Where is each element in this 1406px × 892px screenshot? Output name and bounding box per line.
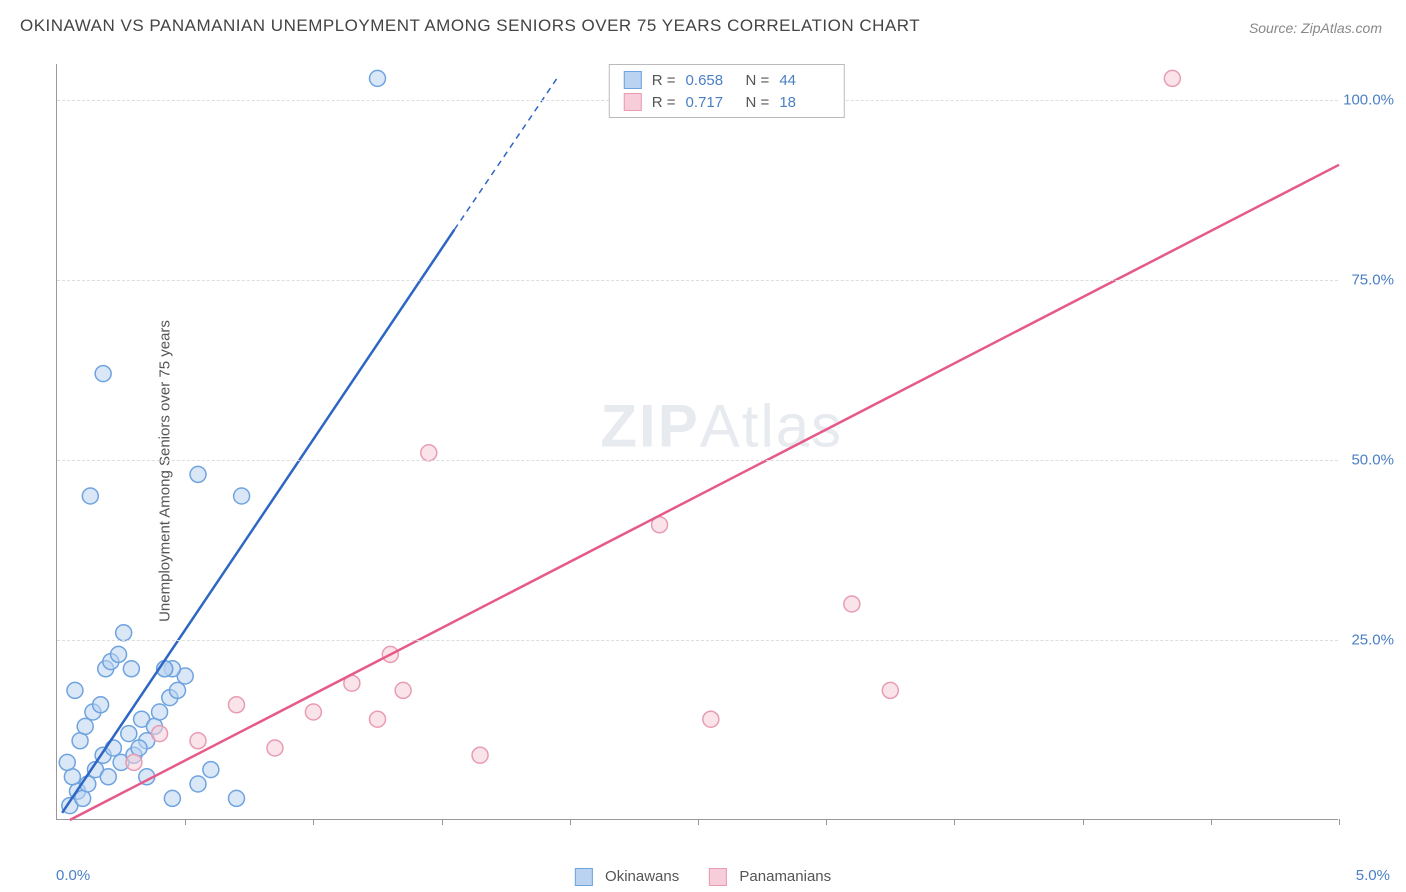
legend-swatch-panamanians — [624, 93, 642, 111]
y-tick-label: 75.0% — [1351, 272, 1394, 289]
x-tick — [954, 819, 955, 825]
legend-stats-box: R = 0.658 N = 44 R = 0.717 N = 18 — [609, 64, 845, 118]
legend-bottom: Okinawans Panamanians — [575, 868, 831, 886]
legend-swatch-okinawans — [624, 71, 642, 89]
stats-N-label: N = — [746, 94, 770, 111]
legend-swatch-icon — [575, 868, 593, 886]
x-tick — [313, 819, 314, 825]
stats-N-label: N = — [746, 72, 770, 89]
scatter-plot: ZIPAtlas 25.0%50.0%75.0%100.0% — [56, 64, 1338, 820]
stats-R-label: R = — [652, 94, 676, 111]
source-attribution: Source: ZipAtlas.com — [1249, 20, 1382, 36]
legend-item-okinawans: Okinawans — [575, 868, 679, 886]
stats-N-value-1: 44 — [779, 72, 829, 89]
legend-swatch-icon — [709, 868, 727, 886]
gridline — [57, 460, 1338, 461]
y-tick-label: 100.0% — [1343, 92, 1394, 109]
legend-stats-row-1: R = 0.658 N = 44 — [624, 69, 830, 91]
x-tick — [826, 819, 827, 825]
legend-stats-row-2: R = 0.717 N = 18 — [624, 91, 830, 113]
stats-R-value-2: 0.717 — [686, 94, 736, 111]
x-tick — [185, 819, 186, 825]
x-tick — [442, 819, 443, 825]
x-tick — [1339, 819, 1340, 825]
y-tick-label: 50.0% — [1351, 452, 1394, 469]
chart-title: OKINAWAN VS PANAMANIAN UNEMPLOYMENT AMON… — [20, 16, 920, 36]
y-tick-label: 25.0% — [1351, 632, 1394, 649]
chart-container: Unemployment Among Seniors over 75 years… — [0, 50, 1406, 892]
stats-N-value-2: 18 — [779, 94, 829, 111]
x-axis-min-label: 0.0% — [56, 867, 90, 884]
x-axis-max-label: 5.0% — [1356, 867, 1390, 884]
legend-item-panamanians: Panamanians — [709, 868, 831, 886]
x-tick — [1083, 819, 1084, 825]
x-tick — [570, 819, 571, 825]
x-tick — [698, 819, 699, 825]
legend-label-okinawans: Okinawans — [605, 868, 679, 885]
legend-label-panamanians: Panamanians — [739, 868, 831, 885]
gridline — [57, 640, 1338, 641]
stats-R-value-1: 0.658 — [686, 72, 736, 89]
x-tick — [1211, 819, 1212, 825]
stats-R-label: R = — [652, 72, 676, 89]
plot-svg — [57, 64, 1339, 820]
gridline — [57, 280, 1338, 281]
